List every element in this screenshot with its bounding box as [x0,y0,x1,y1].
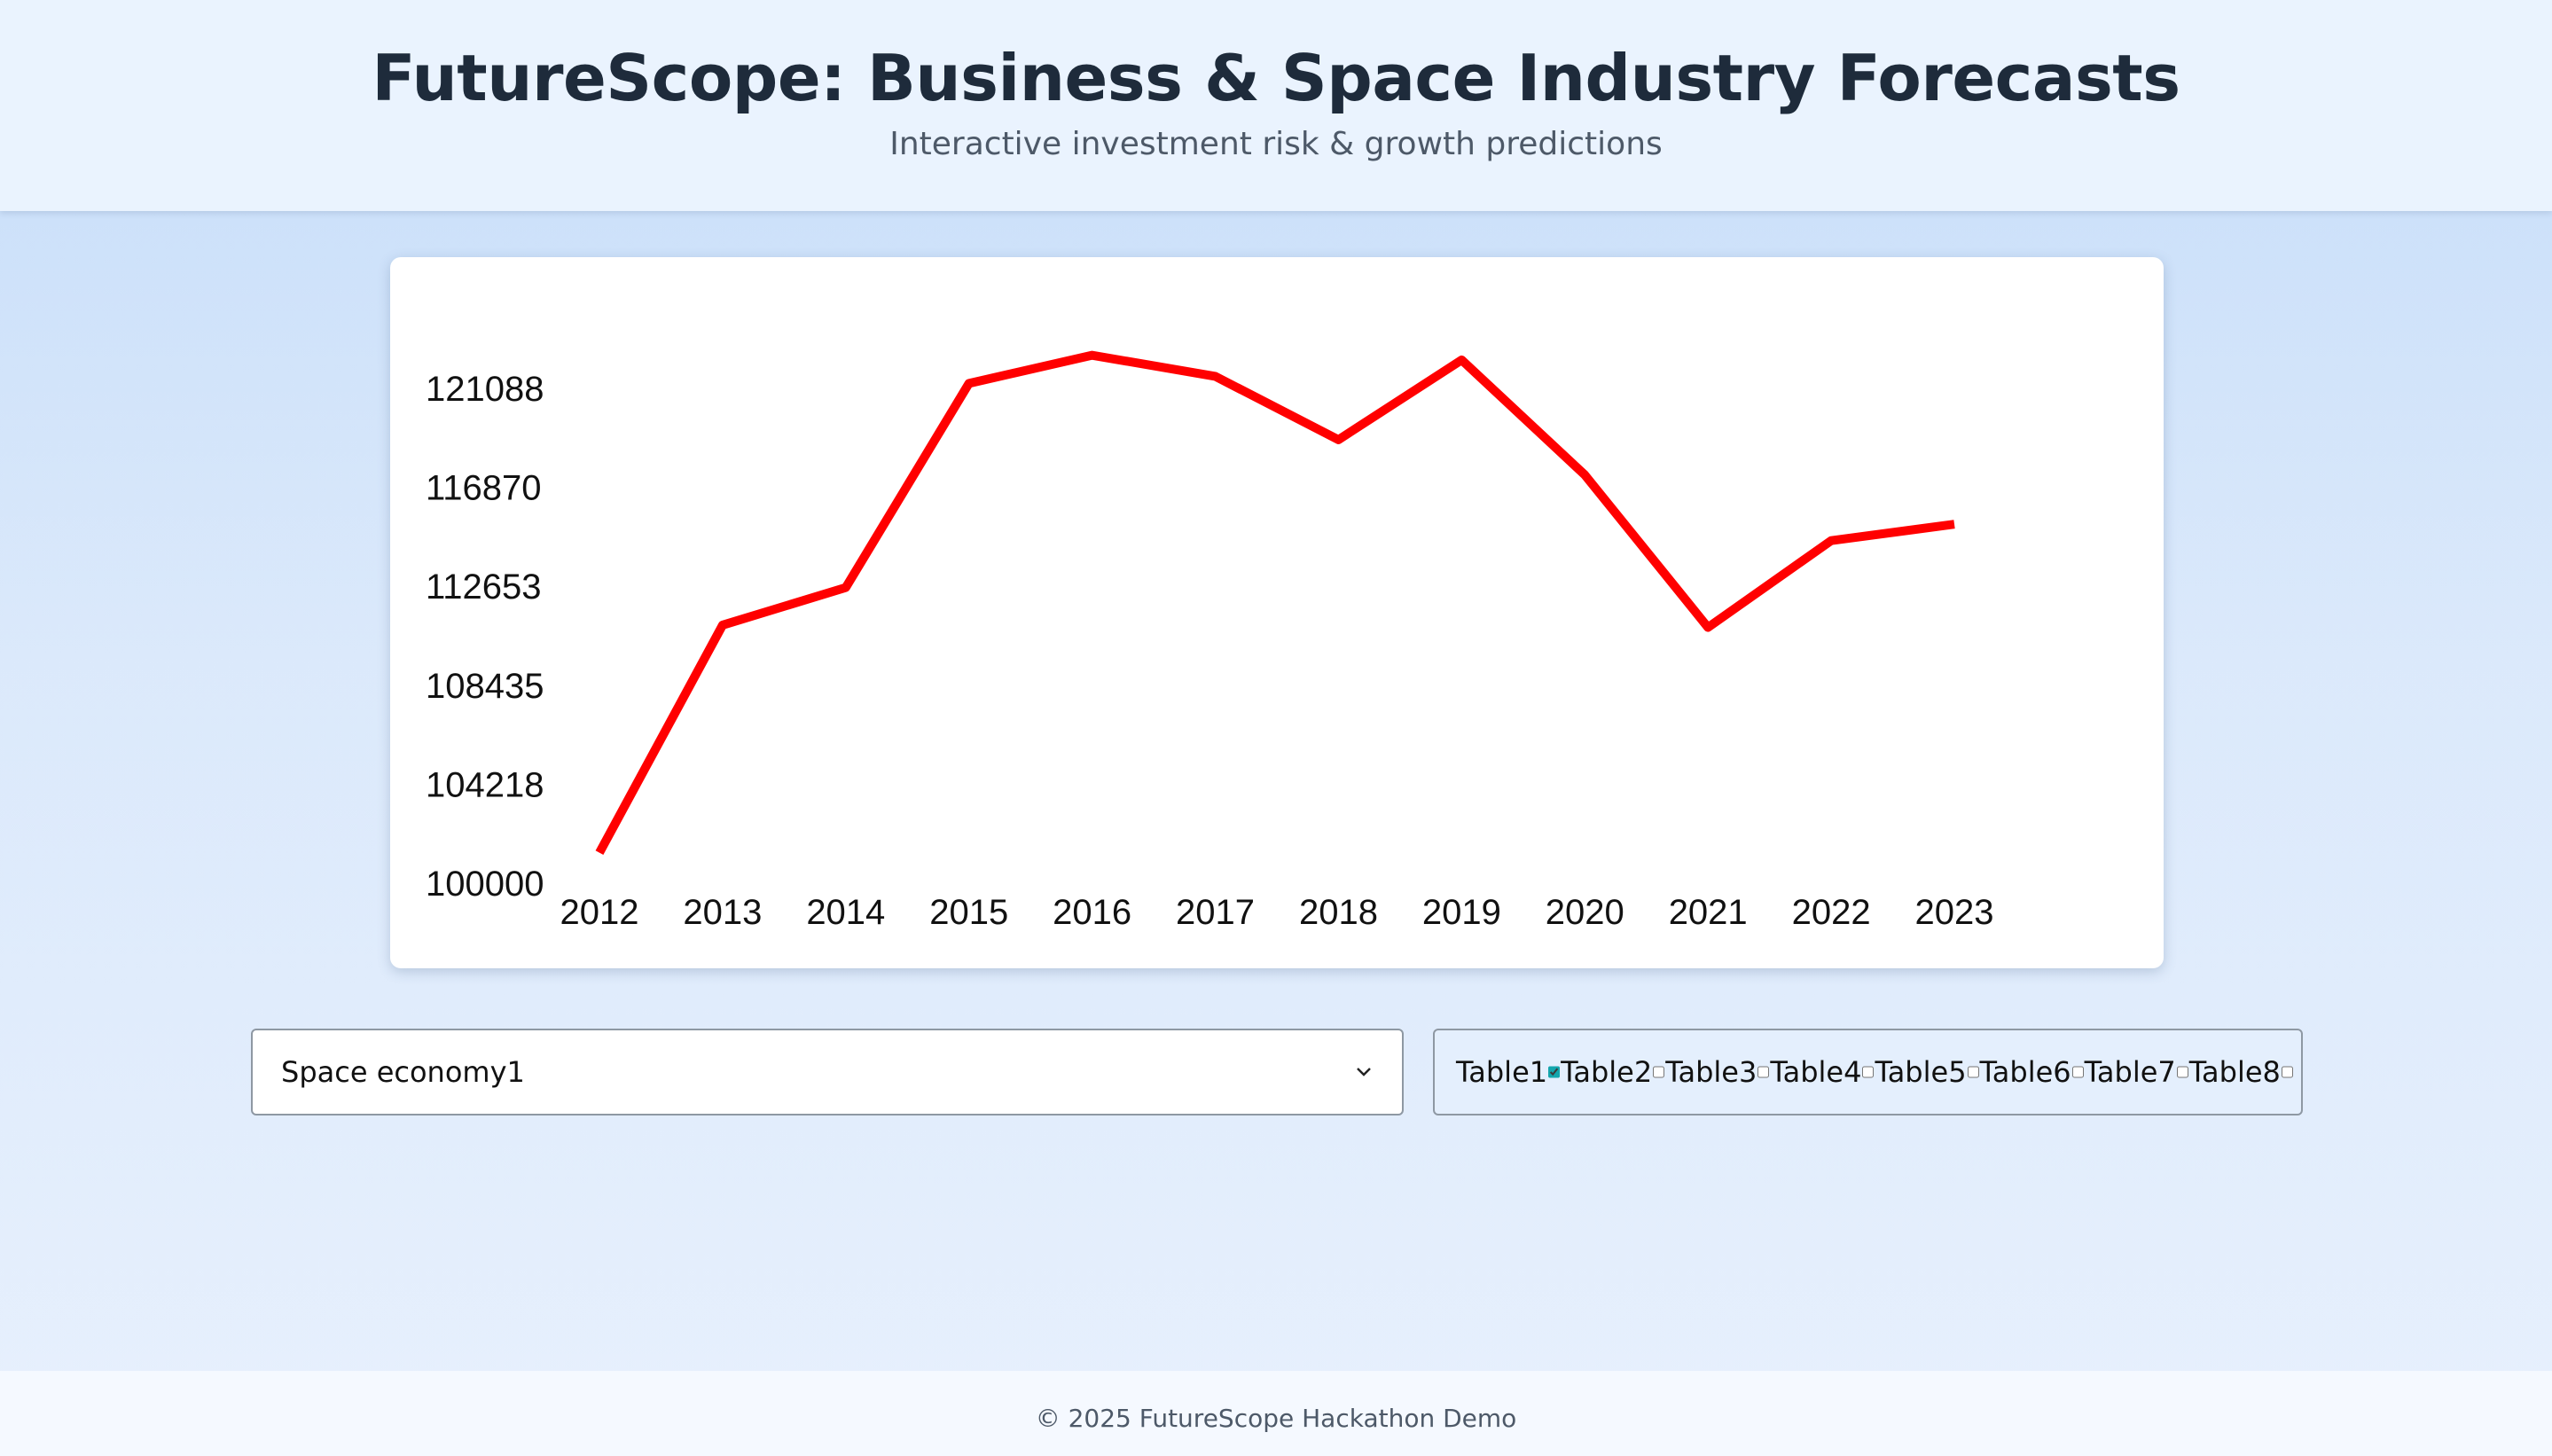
dataset-select[interactable]: Space economy1 [251,1029,1404,1115]
x-tick-label: 2015 [929,893,1008,932]
table-checkbox-3[interactable] [1757,1062,1770,1082]
x-tick-label: 2013 [683,893,762,932]
x-tick-label: 2017 [1176,893,1255,932]
table-label-2: Table2 [1561,1055,1653,1089]
chart-card: 100000 104218 108435 112653 116870 121088 201… [390,257,2164,968]
table-label-4: Table4 [1770,1055,1862,1089]
table-checkbox-group: Table1 Table2 Table3 Table4 Table5 Table6 Tabl… [1433,1029,2303,1115]
x-tick-label: 2021 [1669,893,1748,932]
page-header: FutureScope: Business & Space Industry F… [0,0,2552,211]
table-checkbox-5[interactable] [1967,1062,1979,1082]
page-title: FutureScope: Business & Space Industry F… [372,41,2180,115]
table-checkbox-8[interactable] [2281,1062,2293,1082]
x-tick-label: 2022 [1792,893,1871,932]
y-tick-label: 116870 [426,469,542,508]
table-label-8: Table8 [2188,1055,2281,1089]
series-layer [595,350,1955,855]
footer: © 2025 FutureScope Hackathon Demo [0,1371,2552,1456]
table-checkbox-7[interactable] [2176,1062,2188,1082]
table-checkbox-4[interactable] [1862,1062,1875,1082]
footer-text: © 2025 FutureScope Hackathon Demo [1035,1404,1517,1433]
x-tick-label: 2020 [1546,893,1624,932]
x-tick-label: 2018 [1299,893,1378,932]
y-axis-ticks: 100000 104218 108435 112653 116870 121088 [426,370,544,904]
y-tick-label: 121088 [426,370,544,409]
x-tick-label: 2019 [1422,893,1501,932]
x-axis-ticks: 2012 2013 2014 2015 2016 2017 2018 2019 2020 2021… [560,893,1994,932]
y-tick-label: 100000 [426,865,544,904]
line-chart: 100000 104218 108435 112653 116870 121088 201… [426,350,1994,932]
x-tick-label: 2023 [1915,893,1994,932]
y-tick-label: 112653 [426,568,542,607]
series-line [595,350,1955,855]
table-label-1: Table1 [1456,1055,1548,1089]
y-tick-label: 108435 [426,667,544,706]
dataset-select-value: Space economy1 [281,1055,525,1089]
table-checkbox-6[interactable] [2071,1062,2084,1082]
chevron-down-icon [1354,1062,1374,1082]
table-checkbox-1[interactable] [1548,1062,1561,1082]
page-subtitle: Interactive investment risk & growth pre… [889,126,1663,162]
table-label-6: Table6 [1979,1055,2071,1089]
table-checkbox-2[interactable] [1653,1062,1665,1082]
table-label-5: Table5 [1875,1055,1967,1089]
table-label-3: Table3 [1665,1055,1757,1089]
x-tick-label: 2014 [806,893,885,932]
x-tick-label: 2016 [1053,893,1131,932]
y-tick-label: 104218 [426,765,544,804]
x-tick-label: 2012 [560,893,639,932]
table-label-7: Table7 [2084,1055,2176,1089]
